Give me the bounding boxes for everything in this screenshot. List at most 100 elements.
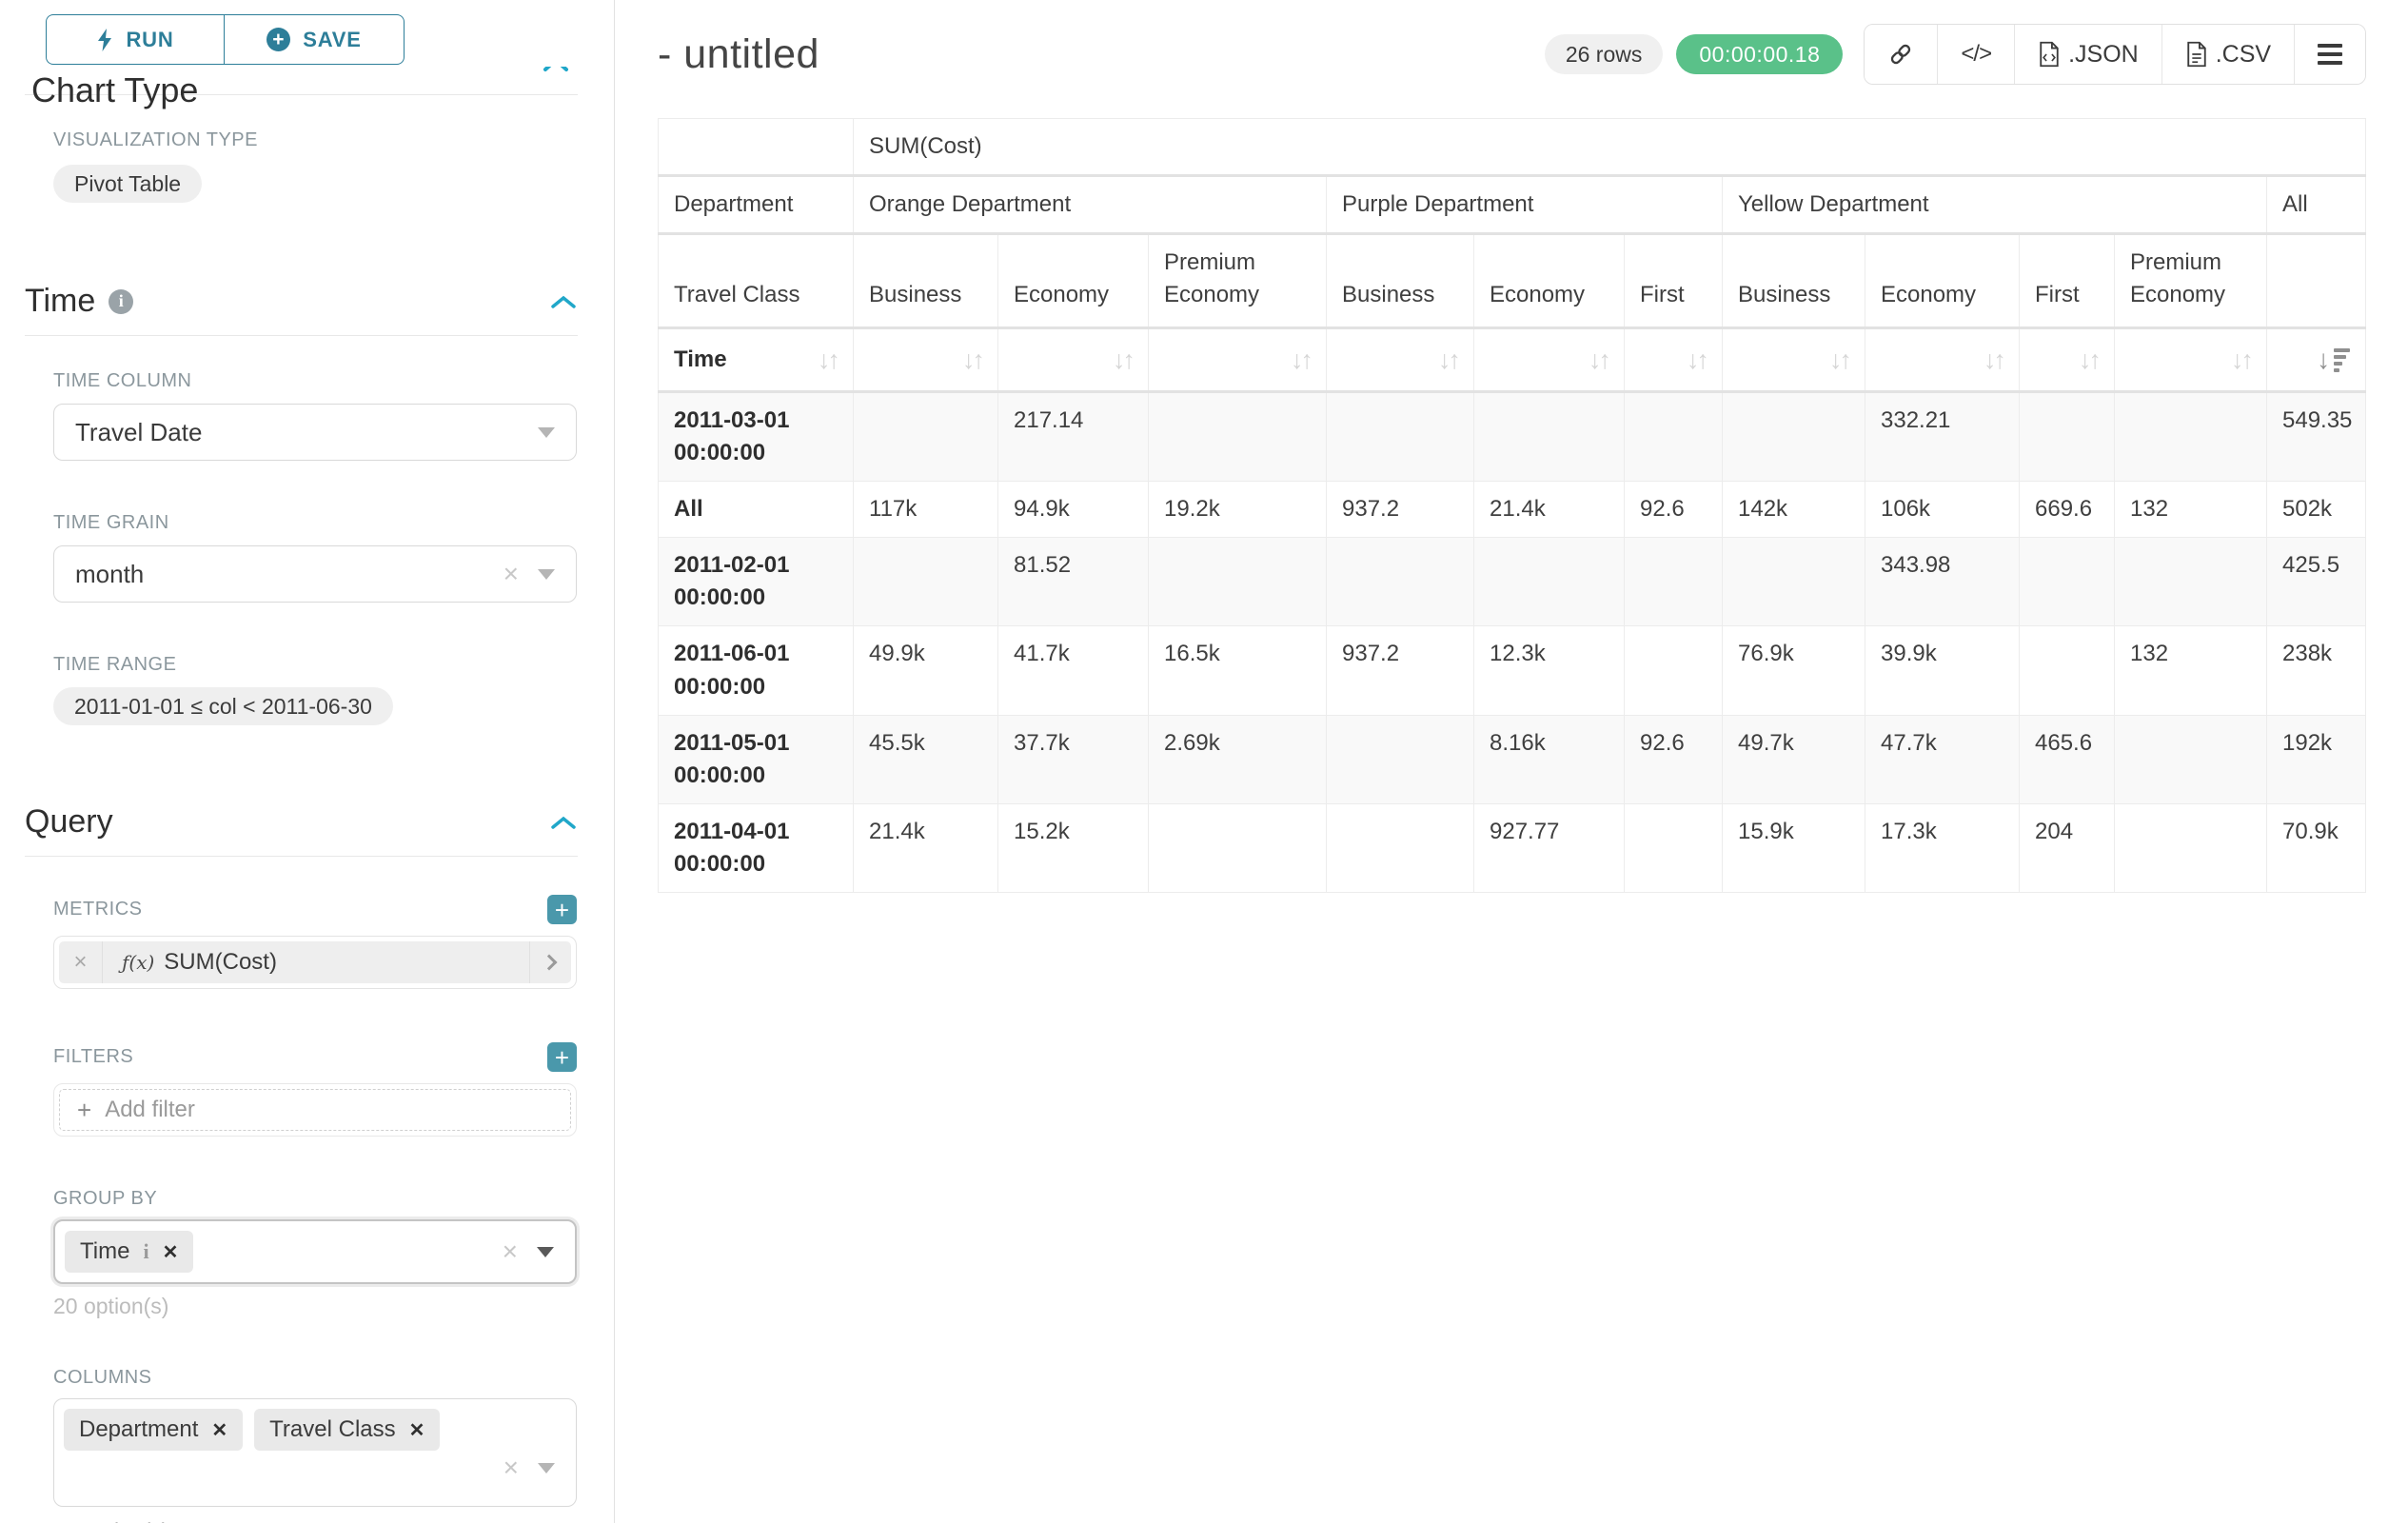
pivot-cell (853, 537, 998, 627)
remove-metric-icon[interactable]: × (59, 941, 103, 983)
metric-item[interactable]: × ƒ(x) SUM(Cost) (59, 941, 571, 983)
clear-icon[interactable]: × (502, 1236, 518, 1266)
pivot-cell: 8.16k (1473, 714, 1625, 804)
sort-icon[interactable]: ↓↑ (1589, 346, 1611, 375)
chart-header-actions: 26 rows 00:00:00.18 </> (1544, 24, 2367, 85)
selected-option-chip[interactable]: Time i ✕ (65, 1231, 194, 1273)
remove-icon[interactable]: ✕ (408, 1419, 425, 1441)
group-by-options-hint: 20 option(s) (53, 1294, 169, 1318)
sort-icon[interactable]: ↓↑ (1829, 346, 1852, 375)
export-json-button[interactable]: .JSON (2014, 25, 2161, 84)
pivot-cell: 49.9k (853, 625, 998, 716)
pivot-sort-header: ↓↑ (2114, 327, 2267, 394)
pivot-cell: 142k (1722, 481, 1865, 539)
pivot-cell: 21.4k (853, 802, 998, 893)
pivot-cell (1148, 537, 1327, 627)
menu-button[interactable] (2294, 25, 2366, 84)
pivot-travel-class-header: Economy (1473, 233, 1625, 330)
sort-icon[interactable]: ↓↑ (1984, 346, 2006, 375)
chart-type-heading: Chart Type (31, 69, 199, 109)
info-icon: i (109, 288, 134, 314)
time-range-pill[interactable]: 2011-01-01 ≤ col < 2011-06-30 (53, 687, 393, 725)
sort-icon[interactable]: ↓↑ (962, 346, 985, 375)
sort-icon[interactable]: ↓↑ (2231, 346, 2254, 375)
add-filter-button[interactable]: + Add filter (59, 1089, 571, 1131)
pivot-department-group: Purple Department (1326, 175, 1723, 236)
remove-icon[interactable]: ✕ (211, 1419, 228, 1441)
export-csv-button[interactable]: .CSV (2161, 25, 2295, 84)
sort-icon[interactable]: ↓↑ (1687, 346, 1709, 375)
pivot-cell: 217.14 (997, 391, 1149, 483)
chevron-up-icon[interactable] (549, 293, 578, 310)
pivot-cell: 94.9k (997, 481, 1149, 539)
pivot-cell: 49.7k (1722, 714, 1865, 804)
group-by-select[interactable]: Time i ✕ × (53, 1219, 577, 1284)
columns-select[interactable]: Department ✕ Travel Class ✕ × (53, 1398, 577, 1507)
pivot-cell: 465.6 (2019, 714, 2115, 804)
pivot-cell: 117k (853, 481, 998, 539)
pivot-row: 2011-02-01 00:00:00 81.52 343.98 425.5 (658, 537, 2367, 627)
remove-icon[interactable]: ✕ (162, 1241, 179, 1263)
pivot-travel-class-header: Business (853, 233, 998, 330)
add-filter-label: Add filter (105, 1097, 195, 1122)
sort-icon[interactable]: ↓↑ (818, 346, 840, 375)
pivot-travel-class-header: Business (1722, 233, 1865, 330)
time-grain-select[interactable]: month × (53, 545, 577, 603)
share-link-button[interactable] (1865, 25, 1938, 84)
pivot-row: 2011-06-01 00:00:00 49.9k 41.7k 16.5k 937.2 1… (658, 625, 2367, 716)
pivot-cell (853, 391, 998, 483)
pivot-cell: 47.7k (1865, 714, 2020, 804)
expand-metric-icon[interactable] (529, 941, 571, 983)
run-button[interactable]: RUN (46, 14, 224, 65)
add-metric-button[interactable]: + (547, 895, 577, 924)
pivot-row: 2011-04-01 00:00:00 21.4k 15.2k 927.77 15.9k… (658, 802, 2367, 893)
chart-title[interactable]: - untitled (658, 30, 819, 77)
time-section-title: Time (25, 283, 96, 319)
add-filter-plus-button[interactable]: + (547, 1042, 577, 1072)
plus-icon: + (77, 1095, 92, 1124)
sort-icon[interactable]: ↓↑ (1438, 346, 1461, 375)
pivot-cell: 17.3k (1865, 802, 2020, 893)
time-column-select[interactable]: Travel Date (53, 404, 577, 461)
pivot-department-label: Department (658, 175, 854, 236)
row-count-badge: 26 rows (1544, 34, 1664, 74)
chevron-up-icon[interactable] (549, 814, 578, 831)
metrics-label: METRICS (53, 899, 143, 920)
sort-icon[interactable]: ↓↑ (1113, 346, 1135, 375)
selected-option-chip[interactable]: Travel Class ✕ (254, 1409, 441, 1451)
visualization-type-pill[interactable]: Pivot Table (53, 165, 203, 203)
pivot-sort-header: ↓↑ (997, 327, 1149, 394)
sort-descending-icon[interactable]: ↓ (2317, 341, 2351, 379)
sort-icon[interactable]: ↓↑ (2079, 346, 2102, 375)
metric-name: SUM(Cost) (164, 949, 277, 975)
pivot-cell: 37.7k (997, 714, 1149, 804)
time-range-label: TIME RANGE (53, 654, 177, 675)
pivot-cell: 343.98 (1865, 537, 2020, 627)
pivot-cell (1624, 625, 1723, 716)
chevron-down-icon[interactable] (537, 1246, 554, 1257)
embed-code-button[interactable]: </> (1937, 25, 2015, 84)
pivot-travel-class-header: Premium Economy (1148, 233, 1327, 330)
clear-icon[interactable]: × (503, 559, 519, 588)
pivot-cell (2114, 714, 2267, 804)
control-panel: Chart Type RUN + SAVE VISUALIZATION TYPE… (0, 0, 615, 1523)
selected-option-chip[interactable]: Department ✕ (64, 1409, 244, 1451)
save-button[interactable]: + SAVE (224, 14, 405, 65)
pivot-sort-header: ↓↑ (1722, 327, 1865, 394)
hamburger-icon (2318, 44, 2343, 65)
function-icon: ƒ(x) (122, 951, 155, 974)
sort-icon[interactable]: ↓↑ (1291, 346, 1313, 375)
chevron-down-icon[interactable] (538, 1462, 555, 1474)
pivot-department-group: Orange Department (853, 175, 1327, 236)
pivot-cell: 106k (1865, 481, 2020, 539)
time-column-label: TIME COLUMN (53, 370, 192, 391)
chip-label: Department (79, 1416, 199, 1442)
metric-control: × ƒ(x) SUM(Cost) (53, 936, 577, 989)
csv-file-icon (2187, 41, 2206, 68)
plus-circle-icon: + (266, 28, 291, 51)
pivot-travel-class-header: First (1624, 233, 1723, 330)
pivot-cell (1624, 537, 1723, 627)
clear-icon[interactable]: × (503, 1453, 519, 1482)
pivot-cell: 238k (2265, 625, 2367, 716)
pivot-cell: 192k (2265, 714, 2367, 804)
